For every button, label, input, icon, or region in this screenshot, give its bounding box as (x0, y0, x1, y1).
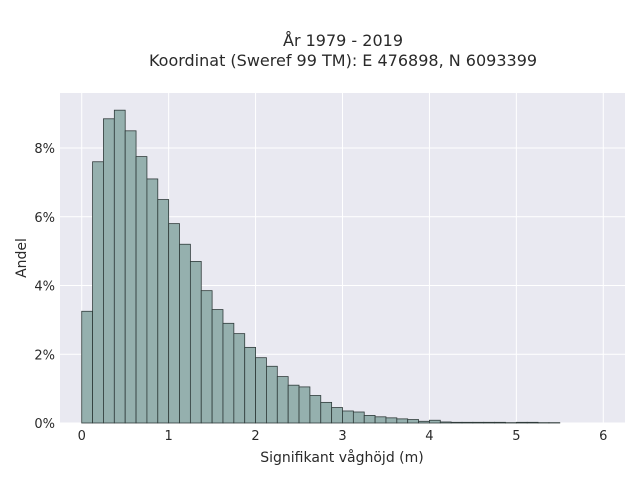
histogram-bar (320, 401, 333, 424)
histogram-bar (113, 109, 126, 424)
x-axis-label: Signifikant våghöjd (m) (260, 449, 423, 466)
histogram-bar (396, 418, 409, 424)
histogram-bar (374, 416, 387, 424)
histogram-bar (146, 178, 159, 424)
y-tick-label: 2% (34, 348, 55, 363)
histogram-bar (418, 420, 430, 424)
histogram-bar (135, 156, 148, 424)
histogram-bar (385, 417, 398, 424)
histogram-bar (266, 365, 278, 424)
histogram-bar (244, 346, 256, 424)
histogram-bar (342, 410, 354, 424)
histogram-bar (439, 421, 452, 424)
histogram-bar (407, 419, 419, 424)
x-tick-label: 0 (78, 429, 86, 444)
histogram-bar (352, 411, 365, 424)
histogram-bar (309, 395, 322, 424)
histogram-bar (179, 243, 191, 424)
histogram-bar (200, 290, 213, 424)
x-tick-label: 1 (165, 429, 173, 444)
histogram-bar (363, 415, 376, 424)
histogram-bar (124, 130, 137, 424)
histogram-bar (92, 161, 104, 424)
histogram-bar (298, 386, 311, 424)
histogram-bar (450, 421, 463, 424)
x-axis-ticks: 0 1 2 3 4 5 6 (78, 429, 608, 444)
x-tick-label: 3 (338, 429, 346, 444)
y-axis-label: Andel (14, 238, 30, 278)
chart-title: År 1979 - 2019 (283, 31, 403, 50)
histogram-bar (483, 421, 496, 424)
histogram-bar (233, 333, 246, 424)
x-tick-label: 5 (512, 429, 520, 444)
histogram-bar (157, 199, 170, 424)
histogram-bar (168, 223, 180, 424)
histogram-bar (526, 421, 539, 424)
histogram-bar (461, 421, 474, 424)
histogram-bar (222, 322, 235, 424)
histogram-bar (515, 421, 528, 424)
histogram-bar (494, 421, 506, 424)
histogram-bar (255, 357, 267, 424)
histogram-bar (331, 407, 343, 424)
histogram-bar (211, 309, 224, 424)
histogram-bar (103, 118, 115, 424)
histogram-bar (189, 261, 202, 424)
y-tick-label: 6% (34, 211, 55, 226)
y-tick-label: 0% (34, 417, 55, 432)
chart-subtitle: Koordinat (Sweref 99 TM): E 476898, N 60… (149, 51, 537, 70)
x-tick-label: 6 (599, 429, 607, 444)
histogram-bar (276, 376, 289, 424)
y-tick-label: 8% (34, 142, 55, 157)
x-tick-label: 4 (425, 429, 433, 444)
histogram-bar (287, 384, 300, 424)
x-tick-label: 2 (251, 429, 259, 444)
histogram-bar (472, 421, 485, 424)
histogram-bar (429, 419, 441, 424)
bars (81, 109, 561, 424)
histogram-bar (81, 310, 93, 424)
y-axis-ticks: 0% 2% 4% 6% 8% (34, 142, 55, 432)
y-tick-label: 4% (34, 280, 55, 295)
